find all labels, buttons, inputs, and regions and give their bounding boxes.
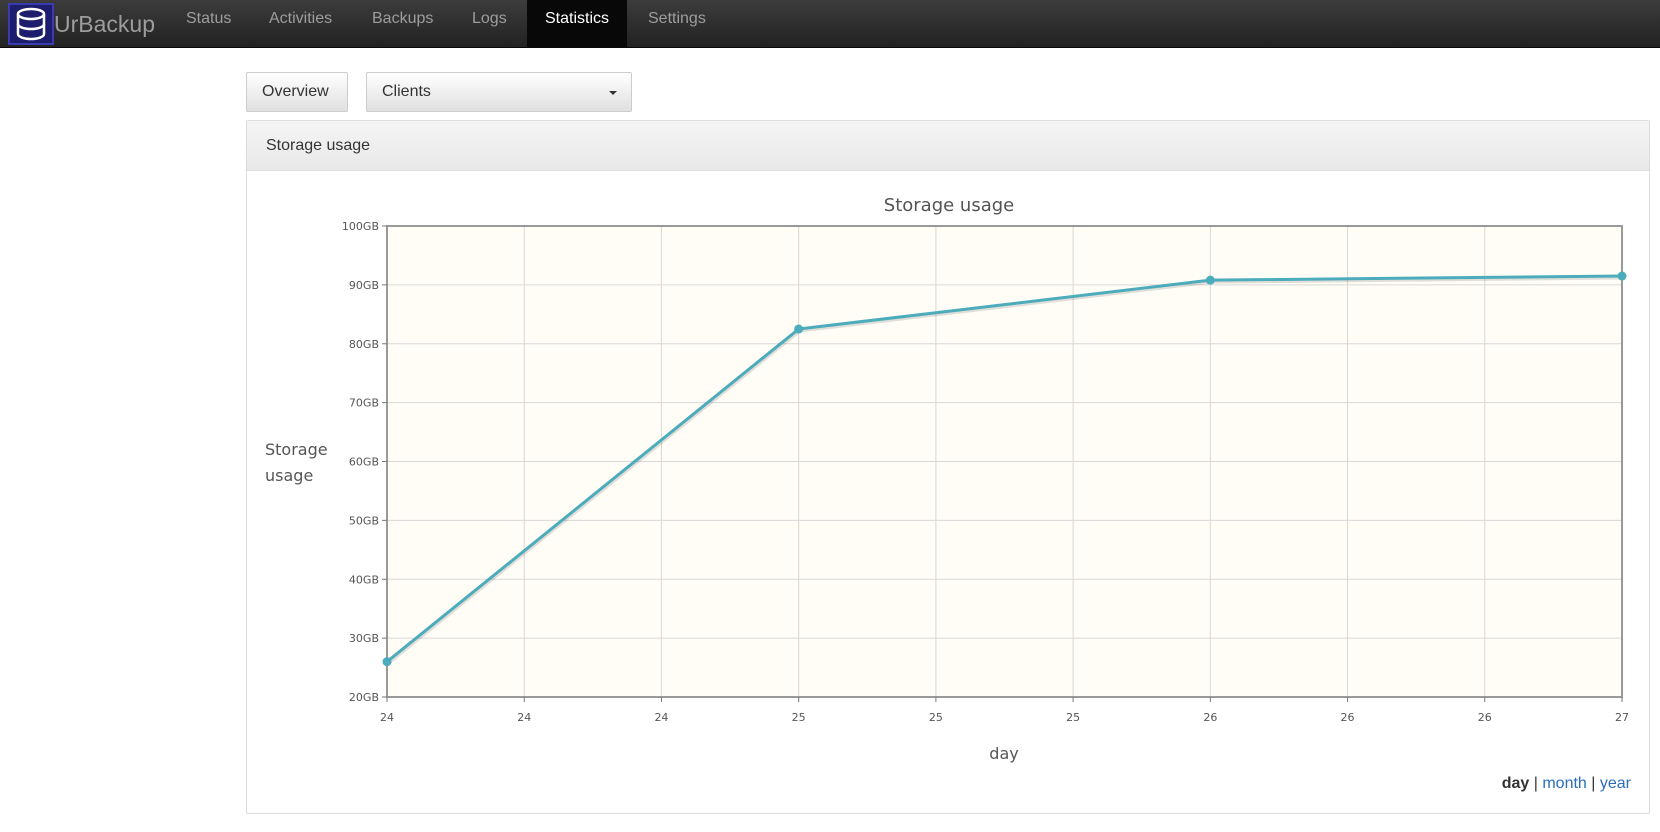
top-navbar: UrBackup Status Activities Backups Logs … bbox=[0, 0, 1660, 48]
x-tick-label: 25 bbox=[929, 711, 943, 724]
x-tick-label: 25 bbox=[1066, 711, 1080, 724]
range-year-link[interactable]: year bbox=[1599, 775, 1631, 792]
clients-select-value: Clients bbox=[382, 83, 431, 100]
data-point bbox=[1617, 271, 1627, 281]
nav-backups[interactable]: Backups bbox=[372, 10, 434, 27]
data-point bbox=[1205, 275, 1215, 285]
range-separator: | bbox=[1591, 775, 1596, 792]
nav-status[interactable]: Status bbox=[186, 10, 232, 27]
x-tick-label: 27 bbox=[1615, 711, 1629, 724]
y-tick-label: 70GB bbox=[349, 397, 379, 410]
range-month-link[interactable]: month bbox=[1542, 775, 1587, 792]
x-tick-label: 26 bbox=[1478, 711, 1492, 724]
series-line-shadow bbox=[387, 276, 1624, 665]
data-point bbox=[794, 324, 804, 334]
chart-title: Storage usage bbox=[884, 195, 1014, 216]
range-day[interactable]: day bbox=[1501, 775, 1530, 792]
data-point bbox=[382, 657, 392, 667]
y-axis-label-line-1: Storage bbox=[265, 440, 328, 459]
series-line bbox=[386, 274, 1623, 663]
database-logo-icon bbox=[8, 3, 54, 45]
y-tick-label: 20GB bbox=[349, 691, 379, 704]
x-tick-label: 24 bbox=[654, 711, 668, 724]
range-selector: day | month | year bbox=[1502, 775, 1631, 793]
y-tick-label: 60GB bbox=[349, 456, 379, 469]
x-tick-label: 26 bbox=[1341, 711, 1355, 724]
brand-name: UrBackup bbox=[54, 10, 155, 37]
x-tick-label: 26 bbox=[1203, 711, 1217, 724]
x-tick-label: 25 bbox=[792, 711, 806, 724]
caret-down-icon bbox=[609, 91, 617, 95]
y-tick-label: 30GB bbox=[349, 632, 379, 645]
storage-usage-panel: Storage usage 20GB 30GB 40GB 50GB 60GB 70GB 80… bbox=[246, 120, 1650, 814]
nav-settings[interactable]: Settings bbox=[648, 10, 706, 27]
y-tick-label: 100GB bbox=[342, 220, 379, 233]
nav-statistics[interactable]: Statistics bbox=[527, 0, 628, 48]
clients-select[interactable]: Clients bbox=[366, 72, 632, 112]
panel-heading: Storage usage bbox=[247, 121, 1649, 171]
y-axis-label-line-2: usage bbox=[265, 466, 313, 485]
brand[interactable]: UrBackup bbox=[8, 0, 155, 48]
y-tick-label: 90GB bbox=[349, 279, 379, 292]
nav-activities[interactable]: Activities bbox=[269, 10, 333, 27]
x-axis-ticks: 24 24 24 25 25 25 26 26 26 27 bbox=[380, 697, 1629, 724]
x-tick-label: 24 bbox=[517, 711, 531, 724]
x-tick-label: 24 bbox=[380, 711, 394, 724]
y-axis-ticks: 20GB 30GB 40GB 50GB 60GB 70GB 80GB 90GB 100GB bbox=[342, 220, 387, 704]
y-tick-label: 80GB bbox=[349, 338, 379, 351]
range-separator: | bbox=[1533, 775, 1538, 792]
storage-usage-chart: 20GB 30GB 40GB 50GB 60GB 70GB 80GB 90GB 100GB 24… bbox=[265, 195, 1629, 763]
nav-logs[interactable]: Logs bbox=[472, 10, 507, 27]
y-tick-label: 40GB bbox=[349, 573, 379, 586]
y-tick-label: 50GB bbox=[349, 514, 379, 527]
x-axis-label: day bbox=[989, 744, 1018, 763]
overview-button[interactable]: Overview bbox=[246, 72, 348, 112]
series-storage bbox=[382, 271, 1627, 667]
